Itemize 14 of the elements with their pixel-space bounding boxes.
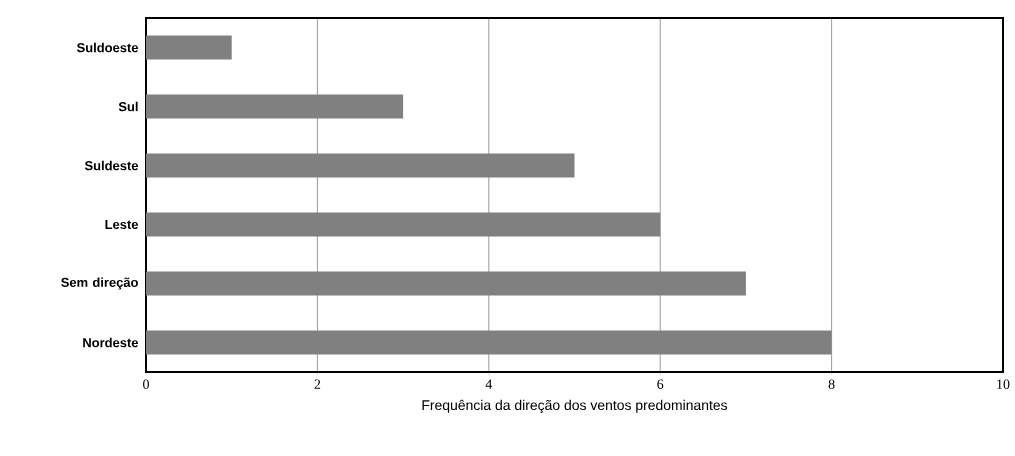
y-tick-label: Nordeste (83, 337, 139, 348)
y-tick-label: Sem direção (61, 277, 138, 290)
x-tick-label: 8 (828, 379, 835, 389)
y-tick-label: Suldeste (84, 160, 139, 171)
y-tick-label: Suldoeste (76, 42, 139, 53)
y-tick-label: Sul (118, 101, 138, 112)
x-tick-label: 0 (143, 379, 149, 389)
x-tick-label: 6 (657, 379, 664, 389)
x-axis-title: Frequência da direção dos ventos predominantes (422, 399, 728, 413)
y-tick-label: Leste (105, 219, 139, 230)
bar (146, 35, 232, 60)
x-tick-label: 10 (997, 379, 1010, 389)
x-tick-label: 2 (314, 379, 321, 389)
x-tick-label: 4 (485, 379, 493, 389)
